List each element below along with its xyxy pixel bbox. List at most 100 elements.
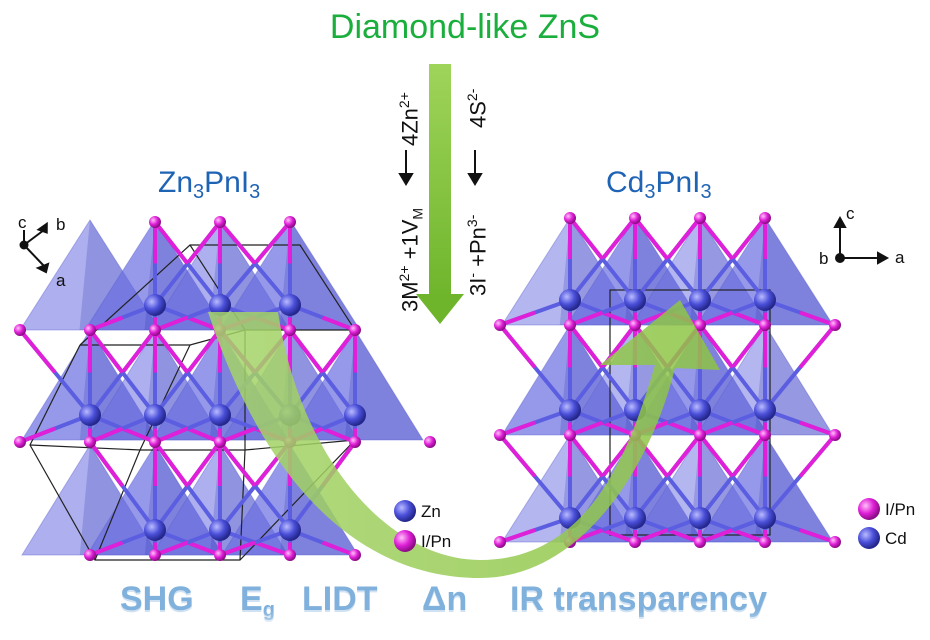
left-formula-mid: PnI bbox=[204, 166, 250, 199]
axis-right-a: a bbox=[895, 248, 905, 267]
title: Diamond-like ZnS bbox=[329, 8, 601, 46]
cation-atom bbox=[689, 507, 711, 529]
cation-atom bbox=[624, 289, 646, 311]
anion-atom bbox=[694, 429, 706, 441]
anion-atom bbox=[149, 324, 161, 336]
sub-left-bottom-a-sup: 2+ bbox=[396, 265, 412, 282]
anion-atom bbox=[629, 536, 641, 548]
cation-atom bbox=[344, 404, 366, 426]
anion-atom bbox=[564, 212, 576, 224]
axis-left-b: b bbox=[56, 215, 66, 234]
legend-spheres bbox=[394, 498, 880, 552]
reflection-fade bbox=[0, 610, 930, 640]
bond-half bbox=[499, 310, 536, 327]
bond-half bbox=[219, 426, 256, 444]
right-formula-base: Cd bbox=[606, 166, 645, 199]
cation-atom bbox=[279, 519, 301, 541]
bond-half bbox=[698, 323, 735, 369]
bond-half bbox=[153, 440, 190, 488]
axes-right bbox=[833, 215, 890, 265]
anion-atom bbox=[829, 429, 841, 441]
legend-right-cd: Cd bbox=[885, 529, 907, 548]
bond-half bbox=[320, 328, 357, 374]
cation-atom bbox=[689, 289, 711, 311]
anion-atom bbox=[214, 216, 226, 228]
anion-atom bbox=[494, 429, 506, 441]
anion-atom bbox=[349, 324, 361, 336]
anion-atom bbox=[84, 324, 96, 336]
bond-half bbox=[18, 328, 57, 374]
anion-atom bbox=[694, 212, 706, 224]
bond-half bbox=[665, 433, 702, 478]
anion-atom bbox=[494, 536, 506, 548]
bond-half bbox=[218, 220, 257, 265]
bond-half bbox=[730, 433, 767, 478]
bond-half bbox=[798, 433, 837, 478]
bond-half bbox=[185, 440, 222, 488]
anion-atom bbox=[284, 216, 296, 228]
bond-half bbox=[498, 433, 537, 478]
bond-half bbox=[219, 540, 256, 557]
cation-atom bbox=[279, 294, 301, 316]
downward-arrow bbox=[416, 64, 464, 324]
bond-half bbox=[698, 216, 735, 261]
cation-atom bbox=[689, 399, 711, 421]
sub-right-bottom-a-sup: - bbox=[464, 272, 480, 278]
anion-atom bbox=[494, 319, 506, 331]
property-eg-base: E bbox=[240, 580, 263, 618]
axis-right-c: c bbox=[846, 204, 855, 223]
bond-half bbox=[799, 528, 836, 544]
sub-right-bottom-a: 3I bbox=[465, 277, 491, 296]
legend-right-ipn: I/Pn bbox=[885, 500, 916, 519]
sub-left-bottom-a: 3M bbox=[397, 281, 423, 312]
axis-right-b: b bbox=[819, 249, 829, 268]
anion-atom bbox=[84, 549, 96, 561]
legend-left-zn: Zn bbox=[421, 502, 441, 521]
bond-half bbox=[185, 220, 222, 265]
sub-right-bottom-b: +Pn bbox=[465, 227, 491, 273]
left-structure-label: Zn3PnI3 bbox=[158, 166, 261, 203]
bond-half bbox=[633, 216, 670, 261]
anion-atom bbox=[284, 324, 296, 336]
anion-atom bbox=[694, 536, 706, 548]
bond-half bbox=[153, 220, 190, 265]
cation-atom bbox=[559, 289, 581, 311]
axes-left bbox=[19, 221, 50, 274]
bond-half bbox=[799, 420, 836, 437]
anion-atom bbox=[629, 212, 641, 224]
sub-left-bottom-b-sub: M bbox=[409, 207, 426, 220]
anion-atom bbox=[759, 429, 771, 441]
bond-half bbox=[568, 433, 605, 478]
bond-half bbox=[288, 328, 325, 374]
bond-half bbox=[19, 426, 56, 444]
anion-atom bbox=[214, 436, 226, 448]
bond-half bbox=[730, 216, 767, 261]
anion-atom bbox=[829, 319, 841, 331]
sub-left-top-sup: 2+ bbox=[396, 92, 412, 109]
zn3pni3-structure bbox=[14, 216, 436, 561]
sub-left-top-text: 4Zn bbox=[397, 108, 423, 146]
substitution-right-bottom: 3I- +Pn3- bbox=[464, 215, 491, 296]
axis-left-c: c bbox=[18, 213, 27, 232]
bond-half bbox=[600, 216, 637, 261]
anion-atom bbox=[564, 319, 576, 331]
anion-atom bbox=[84, 436, 96, 448]
cation-atom bbox=[754, 399, 776, 421]
anion-atom bbox=[14, 436, 26, 448]
anion-atom bbox=[629, 319, 641, 331]
left-formula-base: Zn bbox=[158, 166, 194, 199]
cation-atom bbox=[209, 519, 231, 541]
left-formula-sub2: 3 bbox=[249, 181, 261, 203]
anion-atom bbox=[349, 549, 361, 561]
bond-half bbox=[665, 216, 702, 261]
bond-half bbox=[798, 323, 837, 369]
right-structure-label: Cd3PnI3 bbox=[606, 166, 712, 203]
bond-half bbox=[185, 328, 222, 374]
bond-half bbox=[499, 420, 536, 437]
anion-atom bbox=[349, 436, 361, 448]
right-formula-sub1: 3 bbox=[644, 181, 656, 203]
substitution-left-bottom: 3M2+ +1VM bbox=[396, 208, 426, 312]
bond-half bbox=[88, 328, 125, 374]
cation-atom bbox=[754, 507, 776, 529]
cation-atom bbox=[144, 294, 166, 316]
